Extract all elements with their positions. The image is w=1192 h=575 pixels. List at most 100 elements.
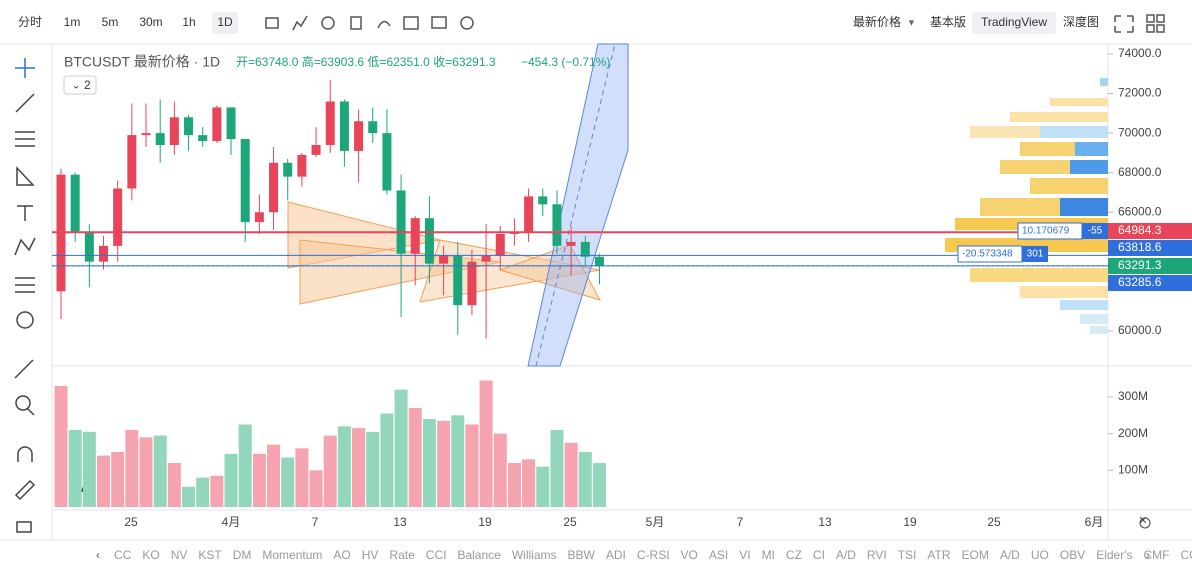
interval-button[interactable]: 1D: [217, 15, 233, 29]
time-label: 4月: [222, 515, 241, 529]
price-tick-label: 70000.0: [1118, 125, 1162, 139]
scroll-left[interactable]: ‹: [96, 548, 100, 562]
volume-bar: [337, 426, 351, 507]
volume-bar: [507, 463, 521, 507]
candle-body: [368, 121, 378, 134]
indicator-button[interactable]: Williams: [512, 548, 557, 562]
indicator-button[interactable]: VO: [681, 548, 698, 562]
indicator-button[interactable]: Rate: [389, 548, 415, 562]
order-qty: -55: [1088, 226, 1103, 237]
indicator-button[interactable]: A/D: [1000, 548, 1020, 562]
indicator-button[interactable]: ATR: [927, 548, 950, 562]
scroll-right[interactable]: ›: [1146, 548, 1150, 562]
volume-tick-label: 300M: [1118, 389, 1148, 403]
candle-body: [524, 196, 534, 233]
indicator-button[interactable]: HV: [362, 548, 379, 562]
candle-body: [481, 255, 491, 262]
indicator-button[interactable]: CO: [1181, 548, 1192, 562]
indicator-button[interactable]: Momentum: [262, 548, 322, 562]
indicator-button[interactable]: CZ: [786, 548, 802, 562]
candle-body: [99, 245, 109, 262]
indicator-button[interactable]: Balance: [457, 548, 501, 562]
volume-bar: [451, 415, 465, 507]
price-label-bg: [1108, 275, 1192, 291]
time-label: 25: [563, 515, 577, 529]
chevron: ⌄: [72, 81, 80, 92]
indicator-button[interactable]: CC: [114, 548, 132, 562]
indicator-button[interactable]: VI: [739, 548, 750, 562]
indicator-button[interactable]: Elder's: [1096, 548, 1132, 562]
indicator-button[interactable]: DM: [233, 548, 252, 562]
interval-button[interactable]: 5m: [102, 15, 119, 29]
settings-ring: [1139, 517, 1151, 529]
indicator-button[interactable]: ADI: [606, 548, 626, 562]
time-label: 25: [987, 515, 1001, 529]
volume-bar: [309, 470, 323, 507]
volume-bar: [267, 444, 281, 507]
volume-tick-label: 100M: [1118, 463, 1148, 477]
indicator-button[interactable]: KO: [142, 548, 159, 562]
candle-body: [226, 107, 236, 140]
indicator-button[interactable]: UO: [1031, 548, 1049, 562]
price-type[interactable]: 最新价格: [853, 14, 901, 29]
candle-body: [552, 204, 562, 246]
price-tick-label: 74000.0: [1118, 46, 1162, 60]
price-label: 63818.6: [1118, 240, 1162, 254]
candle-body: [339, 101, 349, 151]
toolbar-icons: [265, 14, 1165, 33]
indicator-button[interactable]: AO: [333, 548, 350, 562]
indicator-button[interactable]: CCI: [426, 548, 447, 562]
volume-bar: [408, 408, 422, 507]
order-qty-bg: [1082, 223, 1108, 239]
candle-body: [594, 256, 604, 266]
view-button[interactable]: 基本版: [930, 15, 966, 29]
candle-body: [509, 232, 519, 234]
time-label: 5月: [646, 515, 665, 529]
volume-bar: [323, 435, 337, 507]
candle-body: [155, 133, 165, 145]
indicator-button[interactable]: CMF: [1144, 548, 1170, 562]
interval-button[interactable]: 分时: [18, 15, 42, 29]
indicator-button[interactable]: NV: [171, 548, 188, 562]
interval-button[interactable]: 30m: [139, 15, 162, 29]
volume-bar: [82, 431, 96, 507]
candle-body: [410, 218, 420, 254]
indicator-button[interactable]: KST: [198, 548, 222, 562]
interval-button[interactable]: 1h: [182, 15, 195, 29]
legend-symbol: BTCUSDT 最新价格 · 1D: [64, 54, 220, 70]
volume-bar: [54, 386, 68, 507]
volume-bar: [394, 389, 408, 507]
price-label: 64984.3: [1118, 223, 1162, 237]
indicator-button[interactable]: BBW: [568, 548, 596, 562]
candle-body: [240, 139, 250, 223]
candle-body: [84, 231, 94, 262]
view-button[interactable]: TradingView: [981, 15, 1047, 29]
interval-button[interactable]: 1m: [64, 15, 81, 29]
volume-bar: [422, 419, 436, 507]
indicator-toggle[interactable]: [63, 75, 97, 95]
indicator-count: 2: [84, 78, 91, 92]
indicator-button[interactable]: A/D: [836, 548, 856, 562]
indicator-button[interactable]: OBV: [1060, 548, 1085, 562]
price-label: 63291.3: [1118, 258, 1162, 272]
indicator-button[interactable]: EOM: [962, 548, 989, 562]
indicator-button[interactable]: C-RSI: [637, 548, 670, 562]
view-button[interactable]: 深度图: [1063, 14, 1099, 29]
volume-bar: [238, 424, 252, 507]
volume-bar: [493, 433, 507, 507]
candle-body: [169, 117, 179, 145]
volume-bar: [153, 435, 167, 507]
time-label: 6月: [1085, 515, 1104, 529]
volume-bar: [224, 453, 238, 507]
volume-bar: [167, 463, 181, 507]
candle-body: [254, 212, 264, 223]
time-label: 7: [312, 515, 319, 529]
indicator-button[interactable]: ASI: [709, 548, 728, 562]
indicator-button[interactable]: RVI: [867, 548, 887, 562]
candle-body: [198, 135, 208, 142]
indicator-button[interactable]: TSI: [898, 548, 917, 562]
indicator-button[interactable]: MI: [762, 548, 775, 562]
indicator-button[interactable]: CI: [813, 548, 825, 562]
order-book-depth: [945, 78, 1108, 334]
